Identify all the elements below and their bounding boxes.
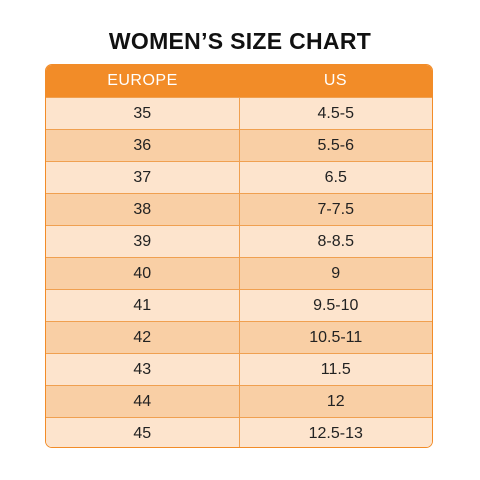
table-row: 45 12.5-13 — [46, 417, 432, 448]
europe-size-cell: 37 — [46, 162, 240, 193]
us-size-cell: 12.5-13 — [240, 418, 433, 448]
us-size-cell: 6.5 — [240, 162, 433, 193]
europe-size-cell: 41 — [46, 290, 240, 321]
us-size-cell: 5.5-6 — [240, 130, 433, 161]
size-table: EUROPE US 35 4.5-5 36 5.5-6 37 6.5 38 7-… — [45, 64, 433, 448]
us-size-cell: 8-8.5 — [240, 226, 433, 257]
europe-size-cell: 44 — [46, 386, 240, 417]
europe-size-cell: 42 — [46, 322, 240, 353]
column-header-us: US — [239, 65, 432, 97]
table-row: 41 9.5-10 — [46, 289, 432, 321]
us-size-cell: 9 — [240, 258, 433, 289]
us-size-cell: 9.5-10 — [240, 290, 433, 321]
europe-size-cell: 39 — [46, 226, 240, 257]
table-row: 40 9 — [46, 257, 432, 289]
table-row: 35 4.5-5 — [46, 97, 432, 129]
table-row: 44 12 — [46, 385, 432, 417]
europe-size-cell: 45 — [46, 418, 240, 448]
column-header-europe: EUROPE — [46, 65, 239, 97]
europe-size-cell: 36 — [46, 130, 240, 161]
europe-size-cell: 43 — [46, 354, 240, 385]
europe-size-cell: 40 — [46, 258, 240, 289]
europe-size-cell: 35 — [46, 98, 240, 129]
us-size-cell: 4.5-5 — [240, 98, 433, 129]
us-size-cell: 11.5 — [240, 354, 433, 385]
table-header: EUROPE US — [46, 65, 432, 97]
table-row: 37 6.5 — [46, 161, 432, 193]
us-size-cell: 10.5-11 — [240, 322, 433, 353]
us-size-cell: 7-7.5 — [240, 194, 433, 225]
europe-size-cell: 38 — [46, 194, 240, 225]
table-row: 36 5.5-6 — [46, 129, 432, 161]
table-row: 38 7-7.5 — [46, 193, 432, 225]
us-size-cell: 12 — [240, 386, 433, 417]
table-row: 39 8-8.5 — [46, 225, 432, 257]
table-row: 43 11.5 — [46, 353, 432, 385]
table-row: 42 10.5-11 — [46, 321, 432, 353]
page-title: WOMEN’S SIZE CHART — [0, 28, 480, 55]
